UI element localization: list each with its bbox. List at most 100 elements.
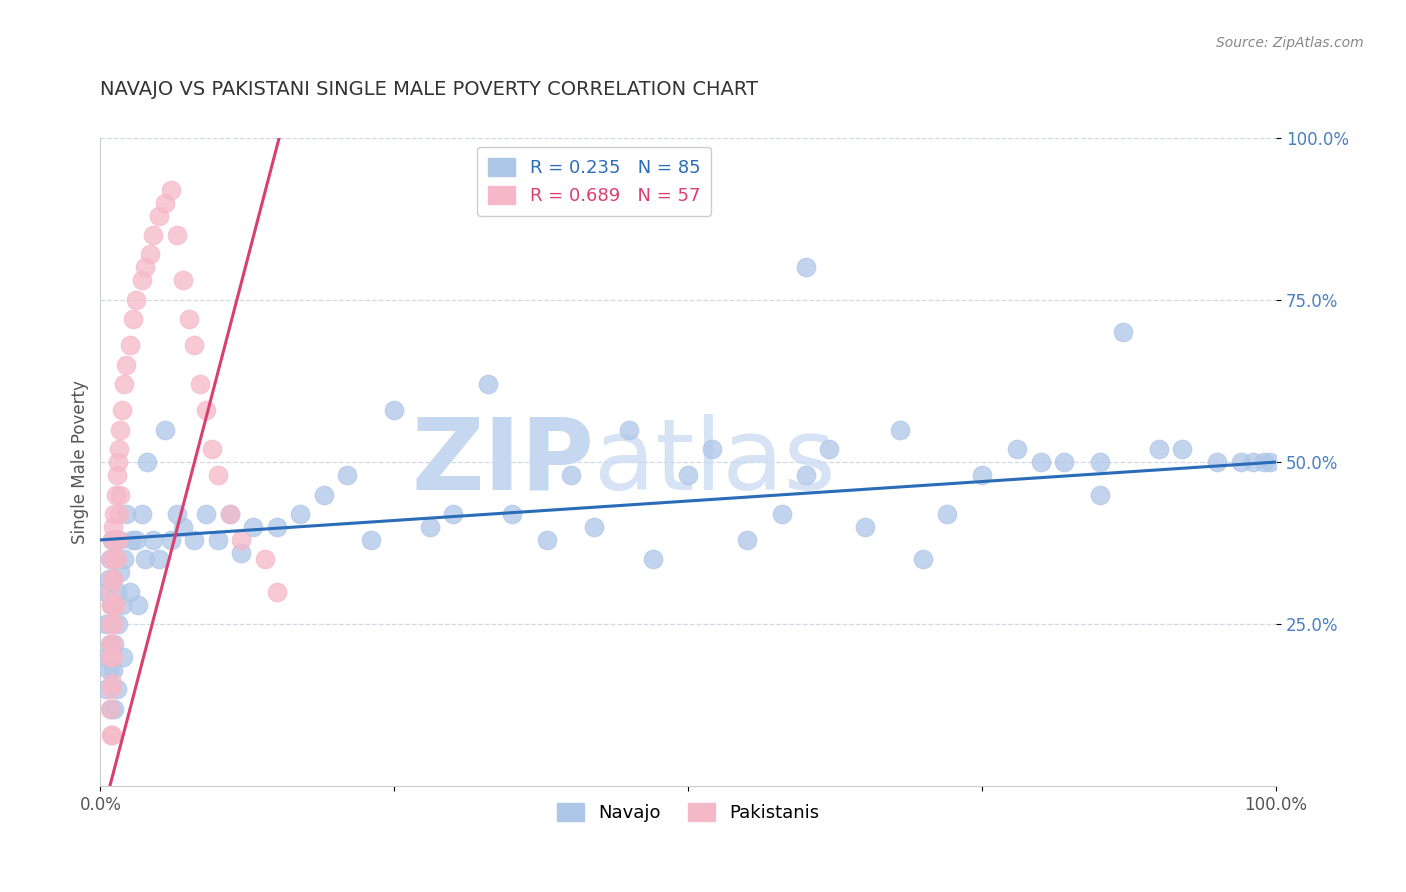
Point xyxy=(96,649,118,664)
Point xyxy=(1007,442,1029,456)
Point xyxy=(100,552,122,566)
Point xyxy=(110,598,132,612)
Point xyxy=(1029,455,1052,469)
Point xyxy=(103,507,125,521)
Point xyxy=(103,520,125,534)
Point xyxy=(419,520,441,534)
Point xyxy=(108,442,131,456)
Point xyxy=(108,507,131,521)
Point xyxy=(1258,455,1281,469)
Point xyxy=(105,552,128,566)
Point xyxy=(115,507,138,521)
Point xyxy=(477,377,499,392)
Point xyxy=(619,423,641,437)
Point xyxy=(172,273,194,287)
Point xyxy=(290,507,312,521)
Point xyxy=(100,728,122,742)
Point xyxy=(103,552,125,566)
Point xyxy=(770,507,793,521)
Point xyxy=(700,442,723,456)
Point xyxy=(536,533,558,547)
Point xyxy=(935,507,957,521)
Point xyxy=(242,520,264,534)
Point xyxy=(195,403,218,417)
Point xyxy=(100,682,122,697)
Point xyxy=(101,598,124,612)
Point xyxy=(1230,455,1253,469)
Point xyxy=(1053,455,1076,469)
Point xyxy=(188,377,211,392)
Point xyxy=(105,682,128,697)
Point xyxy=(101,533,124,547)
Legend: Navajo, Pakistanis: Navajo, Pakistanis xyxy=(550,796,827,830)
Point xyxy=(160,533,183,547)
Point xyxy=(134,552,156,566)
Point xyxy=(134,260,156,275)
Point xyxy=(104,598,127,612)
Point xyxy=(1088,455,1111,469)
Point xyxy=(1241,455,1264,469)
Point xyxy=(97,663,120,677)
Point xyxy=(382,403,405,417)
Point xyxy=(1088,487,1111,501)
Point xyxy=(107,455,129,469)
Point xyxy=(972,468,994,483)
Point xyxy=(98,617,121,632)
Point xyxy=(131,273,153,287)
Point xyxy=(889,423,911,437)
Point xyxy=(124,533,146,547)
Point xyxy=(98,649,121,664)
Point xyxy=(103,572,125,586)
Point xyxy=(101,637,124,651)
Point xyxy=(160,183,183,197)
Point xyxy=(183,533,205,547)
Point xyxy=(107,533,129,547)
Point xyxy=(98,701,121,715)
Point xyxy=(218,507,240,521)
Point xyxy=(103,572,125,586)
Point xyxy=(1147,442,1170,456)
Point xyxy=(101,675,124,690)
Point xyxy=(110,487,132,501)
Point xyxy=(98,637,121,651)
Point xyxy=(103,701,125,715)
Point xyxy=(96,584,118,599)
Point xyxy=(110,403,132,417)
Point xyxy=(100,701,122,715)
Point xyxy=(641,552,664,566)
Point xyxy=(266,520,288,534)
Point xyxy=(101,572,124,586)
Point xyxy=(231,546,253,560)
Point xyxy=(104,533,127,547)
Point xyxy=(98,552,121,566)
Point xyxy=(100,637,122,651)
Point xyxy=(153,423,176,437)
Point xyxy=(583,520,606,534)
Point xyxy=(122,312,145,326)
Point xyxy=(1253,455,1275,469)
Point xyxy=(312,487,335,501)
Point xyxy=(103,637,125,651)
Point xyxy=(96,617,118,632)
Point xyxy=(195,507,218,521)
Point xyxy=(266,584,288,599)
Point xyxy=(360,533,382,547)
Text: NAVAJO VS PAKISTANI SINGLE MALE POVERTY CORRELATION CHART: NAVAJO VS PAKISTANI SINGLE MALE POVERTY … xyxy=(100,79,758,99)
Text: ZIP: ZIP xyxy=(412,414,595,510)
Point xyxy=(853,520,876,534)
Point xyxy=(560,468,582,483)
Point xyxy=(101,728,124,742)
Point xyxy=(100,598,122,612)
Point xyxy=(148,209,170,223)
Point xyxy=(105,584,128,599)
Point xyxy=(1206,455,1229,469)
Y-axis label: Single Male Poverty: Single Male Poverty xyxy=(72,380,89,544)
Point xyxy=(153,195,176,210)
Point xyxy=(112,552,135,566)
Point xyxy=(111,649,134,664)
Point xyxy=(98,584,121,599)
Point xyxy=(100,598,122,612)
Point xyxy=(103,617,125,632)
Point xyxy=(177,312,200,326)
Point xyxy=(166,227,188,242)
